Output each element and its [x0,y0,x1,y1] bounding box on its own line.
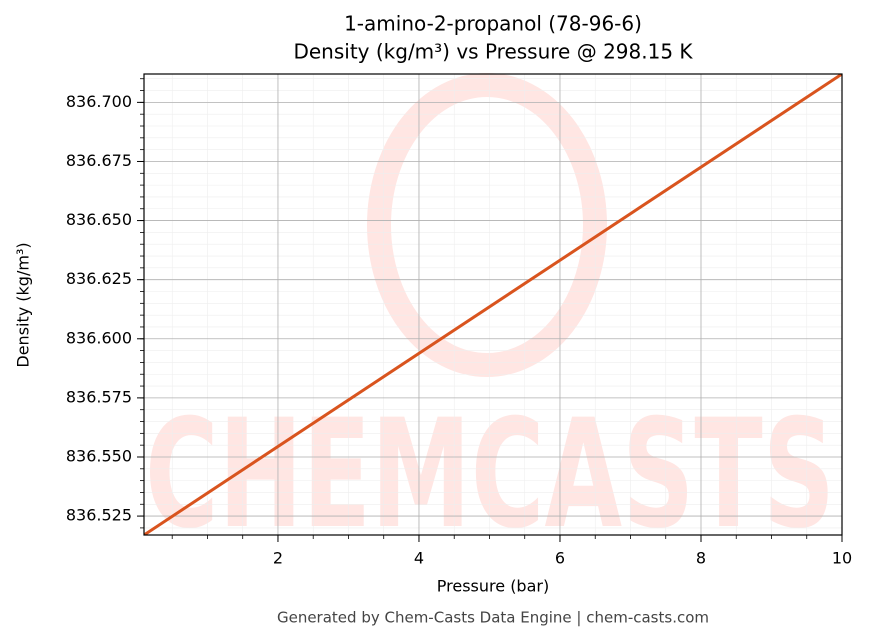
data-line [144,74,842,535]
chart-title: 1-amino-2-propanol (78-96-6) [344,12,642,36]
watermark: CHEMCASTS [145,73,835,562]
y-tick-label: 836.525 [66,506,132,525]
y-tick-label: 836.575 [66,387,132,406]
watermark-text: CHEMCASTS [145,388,835,562]
y-tick-label: 836.700 [66,92,132,111]
chart-subtitle: Density (kg/m³) vs Pressure @ 298.15 K [293,40,693,64]
x-tick-label: 4 [414,549,424,568]
x-tick-label: 8 [696,549,706,568]
plot-frame [143,73,843,536]
x-tick-label: 2 [273,549,283,568]
y-tick-label: 836.675 [66,151,132,170]
y-tick-label: 836.650 [66,210,132,229]
y-axis-label: Density (kg/m³) [14,242,33,367]
x-tick-label: 10 [832,549,852,568]
watermark-logo [367,73,607,377]
y-tick-label: 836.625 [66,269,132,288]
y-tick-label: 836.550 [66,446,132,465]
x-tick-label: 6 [555,549,565,568]
grid [144,74,843,535]
x-axis-label: Pressure (bar) [437,577,549,596]
y-tick-label: 836.600 [66,328,132,347]
footer: Generated by Chem-Casts Data Engine | ch… [277,609,709,627]
